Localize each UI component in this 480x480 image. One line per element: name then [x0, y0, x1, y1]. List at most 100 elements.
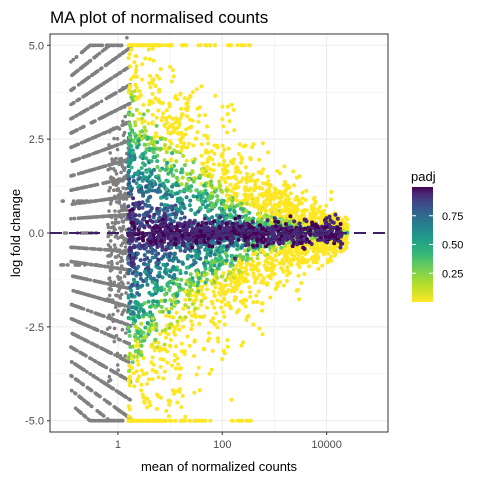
data-point	[134, 107, 139, 112]
data-point	[145, 282, 150, 287]
data-point	[222, 322, 227, 327]
data-point	[126, 174, 131, 179]
data-point	[252, 204, 257, 209]
data-point	[287, 185, 292, 190]
data-point	[83, 353, 87, 357]
data-point	[211, 168, 216, 173]
data-point	[103, 80, 107, 85]
data-point	[114, 161, 118, 165]
data-point	[117, 303, 122, 308]
data-point	[136, 362, 141, 367]
data-point	[133, 120, 137, 125]
data-point	[115, 137, 120, 141]
data-point	[154, 283, 159, 288]
data-point	[179, 405, 184, 409]
data-point	[228, 270, 233, 275]
data-point	[187, 310, 192, 315]
data-point	[163, 327, 168, 332]
data-point	[266, 274, 271, 279]
data-point	[81, 307, 86, 311]
data-point	[187, 203, 192, 208]
data-point	[244, 258, 249, 263]
data-point	[220, 143, 225, 148]
data-point	[231, 108, 236, 112]
data-point	[220, 167, 225, 172]
data-point	[229, 43, 234, 48]
data-point	[118, 177, 122, 181]
data-point	[134, 85, 139, 90]
data-point	[191, 160, 196, 165]
data-point	[70, 87, 75, 91]
data-point	[118, 226, 122, 230]
data-point	[108, 239, 113, 243]
data-point	[109, 175, 113, 179]
data-point	[204, 43, 209, 48]
data-point	[109, 283, 113, 288]
data-point	[222, 147, 227, 152]
data-point	[268, 295, 273, 300]
data-point	[259, 280, 264, 285]
data-point	[171, 388, 175, 393]
data-point	[178, 115, 183, 120]
data-point	[71, 187, 76, 192]
data-point	[147, 259, 152, 264]
data-point	[81, 367, 86, 372]
data-point	[126, 293, 131, 298]
data-point	[344, 245, 349, 250]
data-point	[85, 385, 90, 390]
data-point	[147, 274, 152, 279]
data-point	[192, 339, 197, 344]
data-point	[122, 274, 127, 279]
data-point	[214, 311, 219, 316]
data-point	[122, 168, 126, 173]
data-point	[111, 319, 115, 324]
data-point	[126, 271, 131, 276]
data-point	[146, 265, 151, 270]
data-point	[230, 201, 235, 206]
data-point	[121, 220, 125, 224]
data-point	[126, 152, 131, 157]
data-point	[140, 244, 145, 248]
data-point	[142, 142, 147, 147]
data-point	[248, 43, 252, 48]
data-point	[76, 263, 80, 267]
data-point	[69, 102, 73, 107]
data-point	[69, 374, 74, 378]
data-point	[73, 406, 78, 411]
data-point	[158, 365, 163, 369]
data-point	[241, 255, 246, 260]
data-point	[118, 296, 123, 300]
data-point	[107, 293, 112, 298]
data-point	[89, 105, 94, 109]
data-point	[109, 225, 114, 230]
data-point	[118, 192, 122, 196]
data-point	[318, 204, 322, 209]
data-point	[87, 75, 91, 79]
data-point	[82, 399, 87, 403]
data-point	[109, 199, 114, 203]
data-point	[73, 143, 78, 148]
data-point	[170, 184, 175, 189]
data-point	[108, 185, 112, 190]
data-point	[121, 193, 126, 197]
data-point	[132, 74, 136, 79]
data-point	[128, 248, 133, 253]
data-point	[144, 203, 149, 208]
data-point	[210, 258, 215, 263]
data-point	[150, 121, 155, 126]
data-point	[147, 57, 152, 62]
data-point	[119, 43, 124, 48]
data-point	[168, 139, 172, 144]
data-point	[85, 323, 90, 328]
data-point	[101, 297, 105, 302]
data-point	[167, 288, 172, 293]
data-point	[132, 294, 137, 299]
data-point	[89, 184, 93, 188]
data-point	[127, 351, 132, 356]
data-point	[257, 185, 262, 190]
data-point	[96, 149, 101, 154]
data-point	[129, 288, 134, 293]
data-point	[125, 322, 129, 327]
data-point	[107, 130, 112, 134]
data-point	[202, 296, 207, 301]
